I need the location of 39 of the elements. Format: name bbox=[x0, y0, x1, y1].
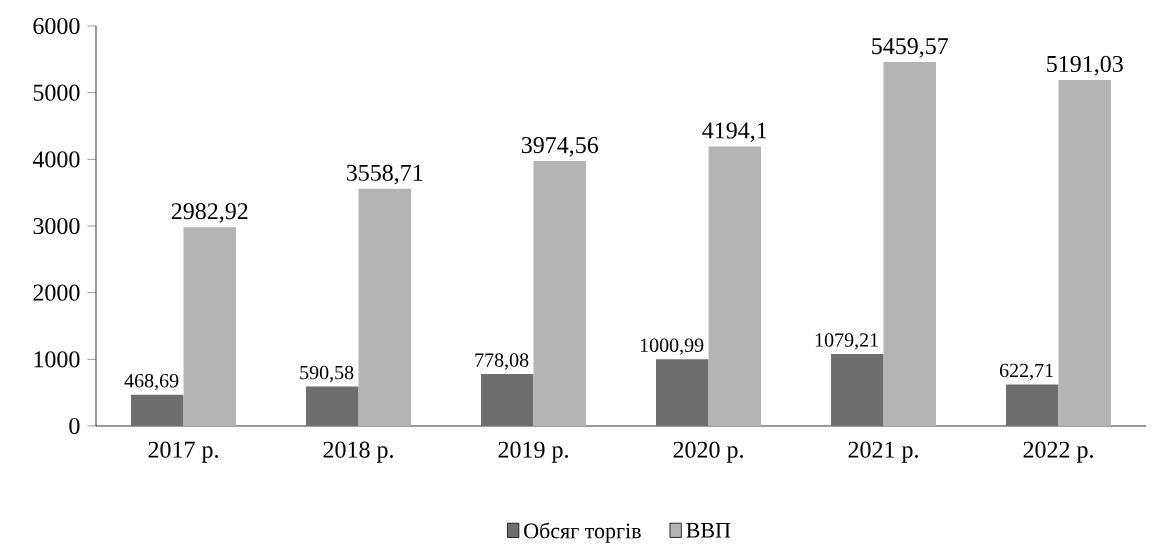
data-label: 3974,56 bbox=[521, 137, 599, 157]
y-tick-label: 5000 bbox=[33, 84, 80, 101]
x-tick-label: 2022 р. bbox=[1023, 441, 1093, 463]
bar bbox=[533, 161, 587, 426]
data-label: 1000,99 bbox=[640, 338, 704, 355]
x-tick-label: 2018 р. bbox=[323, 441, 393, 463]
bar bbox=[708, 146, 762, 426]
data-label: 1079,21 bbox=[815, 333, 878, 350]
x-tick-label: 2019 р. bbox=[498, 441, 568, 463]
data-label: 468,69 bbox=[124, 373, 179, 391]
x-tick-label: 2017 р. bbox=[148, 441, 218, 463]
y-tick-label: 4000 bbox=[32, 151, 80, 168]
data-label: 3558,71 bbox=[346, 164, 423, 185]
x-tick-label: 2021 р. bbox=[848, 441, 918, 463]
bar bbox=[656, 359, 709, 426]
y-tick-label: 3000 bbox=[33, 217, 80, 235]
y-tick-label: 0 bbox=[69, 417, 80, 435]
data-label: 778,08 bbox=[475, 353, 529, 370]
bar bbox=[1058, 79, 1112, 426]
bar bbox=[131, 394, 184, 426]
legend-label: Обсяг торгів bbox=[524, 522, 641, 543]
data-label: 622,71 bbox=[999, 363, 1053, 381]
bar bbox=[831, 354, 884, 426]
data-label: 590,58 bbox=[300, 365, 354, 383]
bar bbox=[306, 386, 359, 426]
data-label: 4194,1 bbox=[702, 122, 767, 142]
bar bbox=[481, 374, 534, 426]
bar bbox=[358, 188, 412, 426]
bar bbox=[1006, 384, 1059, 426]
bar bbox=[183, 227, 237, 426]
y-tick-label: 2000 bbox=[33, 284, 80, 301]
bar bbox=[883, 62, 937, 426]
data-label: 2982,92 bbox=[171, 203, 248, 223]
x-tick-label: 2020 р. bbox=[673, 441, 743, 463]
data-label: 5459,57 bbox=[872, 38, 949, 58]
y-tick-label: 1000 bbox=[34, 351, 80, 368]
data-label: 5191,03 bbox=[1047, 55, 1123, 76]
legend-label: ВВП bbox=[686, 523, 731, 538]
y-tick-label: 6000 bbox=[33, 17, 80, 35]
